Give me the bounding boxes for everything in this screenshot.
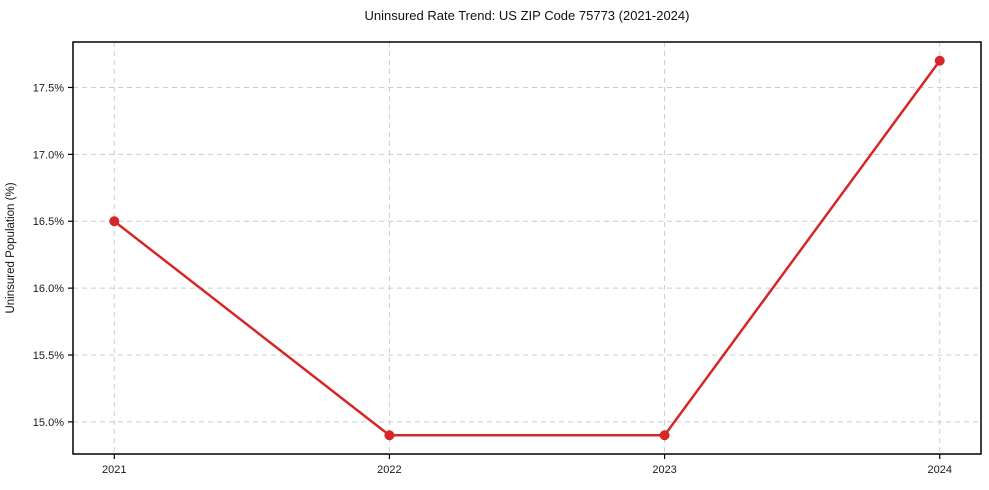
data-point-marker [934, 55, 945, 66]
grid-lines [73, 42, 981, 454]
y-tick-label: 15.0% [33, 417, 64, 429]
x-tick-labels: 2021 2022 2023 2024 [102, 464, 952, 476]
axis-ticks [68, 86, 941, 459]
y-tick-labels: 15.0% 15.5% 16.0% 16.5% 17.0% 17.5% [33, 82, 64, 428]
y-tick-label: 17.5% [33, 82, 64, 94]
x-tick-label: 2022 [377, 464, 401, 476]
y-tick-label: 17.0% [33, 149, 64, 161]
chart-title: Uninsured Rate Trend: US ZIP Code 75773 … [365, 8, 690, 23]
data-point-marker [109, 216, 120, 227]
y-axis-label: Uninsured Population (%) [5, 182, 17, 313]
y-tick-label: 15.5% [33, 350, 64, 362]
data-point-marker [384, 430, 395, 441]
series-polyline [113, 59, 941, 437]
x-tick-label: 2023 [652, 464, 676, 476]
y-tick-label: 16.5% [33, 216, 64, 228]
x-tick-label: 2024 [927, 464, 951, 476]
plot-border [72, 41, 982, 455]
y-tick-label: 16.0% [33, 283, 64, 295]
data-series-line [109, 55, 945, 441]
data-point-marker [659, 430, 670, 441]
x-tick-label: 2021 [102, 464, 126, 476]
